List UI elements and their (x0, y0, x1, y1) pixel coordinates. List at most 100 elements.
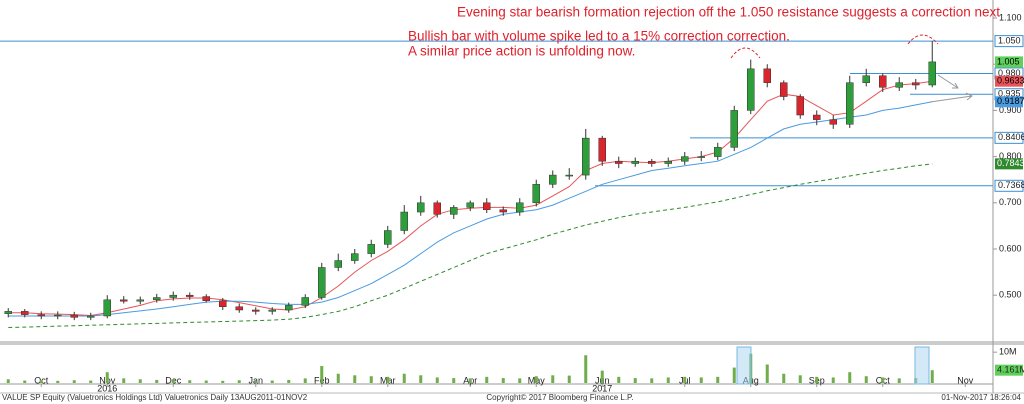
candle-body (318, 267, 326, 298)
volume-bar (518, 378, 522, 383)
footer-center: Copyright© 2017 Bloomberg Finance L.P. (486, 393, 633, 402)
volume-bar (353, 375, 357, 383)
candle-body (813, 114, 821, 120)
volume-bar (732, 367, 736, 383)
candle-body (582, 137, 590, 176)
candle-body (664, 160, 672, 164)
volume-tick-label: 10M (999, 347, 1017, 357)
candle-body (598, 137, 606, 162)
moving-average (8, 101, 933, 317)
candle-body (384, 230, 392, 245)
candle-body (235, 306, 243, 311)
value-box-label: 0.9187 (997, 96, 1024, 106)
level-box (994, 179, 1024, 192)
candle-body (153, 297, 161, 301)
volume-bar (881, 377, 885, 383)
volume-bar (171, 379, 175, 383)
x-tick-label: Jan (248, 375, 263, 385)
volume-bar (848, 372, 852, 383)
value-box (995, 96, 1023, 108)
candle-body (400, 211, 408, 231)
volume-bar (221, 380, 225, 383)
volume-bar (831, 377, 835, 383)
level-label: 0.7368 (998, 180, 1024, 190)
arrow (929, 92, 973, 103)
volume-bar (864, 376, 868, 383)
volume-bar (254, 381, 258, 383)
candle-body (169, 294, 177, 298)
value-box (995, 75, 1023, 87)
y-tick-label: 0.900 (999, 105, 1022, 115)
x-tick-label: Nov (957, 375, 974, 385)
volume-bar (204, 380, 208, 383)
y-tick-label: 0.500 (999, 290, 1022, 300)
volume-bar (551, 375, 555, 383)
volume-bar (897, 378, 901, 383)
volume-bar (666, 377, 670, 383)
volume-bar (699, 377, 703, 383)
volume-highlight (914, 346, 930, 385)
candle-body (285, 305, 293, 311)
candle-body (846, 82, 854, 125)
candle-body (367, 244, 375, 254)
volume-bar (105, 372, 109, 383)
candle-body (433, 202, 441, 215)
candle-body (697, 156, 705, 158)
candle-body (136, 299, 144, 302)
volume-bar (237, 380, 241, 383)
annotation: Evening star bearish formation rejection… (457, 5, 1000, 20)
volume-bar (6, 379, 10, 383)
candle-body (516, 202, 524, 213)
candle-body (714, 147, 722, 157)
candle-body (334, 260, 342, 268)
footer-right: 01-Nov-2017 18:26:04 (941, 393, 1021, 402)
volume-bar (369, 376, 373, 383)
candle-body (450, 207, 458, 215)
candle-body (796, 96, 804, 116)
candle-body (747, 68, 755, 111)
candle-body (219, 300, 227, 307)
candle-body (21, 311, 29, 315)
volume-bar (765, 364, 769, 383)
level-label: 1.050 (998, 35, 1021, 45)
x-year-label: 2016 (97, 383, 117, 393)
candle-body (301, 297, 309, 306)
y-tick-label: 0.600 (999, 243, 1022, 253)
volume-bar (782, 373, 786, 383)
volume-bar (435, 377, 439, 383)
candle-body (186, 294, 194, 297)
level-box (994, 35, 1024, 48)
candle-body (252, 309, 260, 312)
candle-body (895, 82, 903, 88)
candle-body (268, 309, 276, 312)
value-box-label: 1.005 (997, 56, 1020, 66)
volume-bar (716, 376, 720, 383)
volume-bar (930, 370, 934, 383)
volume-bar (452, 378, 456, 383)
volume-last-label: 4.161M (997, 365, 1024, 375)
candle-body (87, 315, 95, 318)
plot: 0.5000.6000.7000.8000.9001.0001.10010M1.… (0, 12, 1024, 393)
annotation-arc (907, 34, 939, 45)
candle-body (615, 160, 623, 164)
candle-body (681, 156, 689, 162)
volume-bar (485, 376, 489, 383)
volume-bar (468, 378, 472, 383)
x-year-label: 2017 (592, 383, 612, 393)
y-tick-label: 1.100 (999, 12, 1022, 22)
candle-body (466, 202, 474, 208)
candle-body (120, 299, 128, 302)
level-label: 0.980 (998, 68, 1021, 78)
value-box (995, 56, 1023, 68)
candle-body (763, 68, 771, 83)
y-tick-label: 0.800 (999, 151, 1022, 161)
candle-body (37, 314, 45, 317)
candle-body (483, 202, 491, 210)
volume-bar (39, 379, 43, 383)
candle-body (417, 202, 425, 213)
volume-bar (386, 376, 390, 383)
volume-bar (122, 378, 126, 383)
candle-body (730, 110, 738, 148)
